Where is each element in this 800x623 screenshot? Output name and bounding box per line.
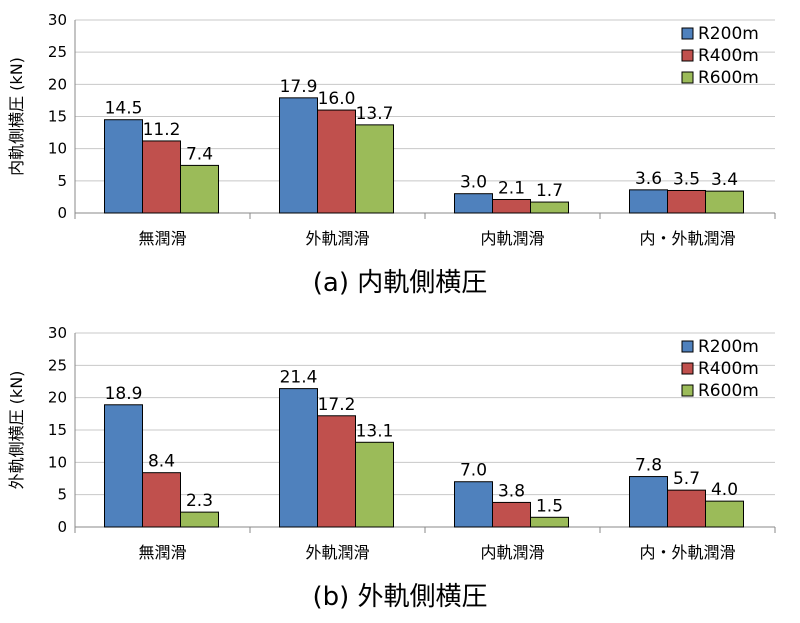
legend-swatch (681, 27, 694, 40)
data-label: 5.7 (673, 469, 700, 489)
data-label: 13.1 (356, 421, 394, 441)
legend-label: R400m (698, 359, 759, 379)
legend-label: R600m (698, 68, 759, 88)
bar (530, 201, 569, 214)
data-label: 17.2 (318, 395, 356, 415)
data-label: 2.3 (186, 491, 213, 511)
chart-a: 0 5 10 15 20 25 30 内軌側横圧 (kN) 14.511.27.4 無潤滑 17.9… (7, 11, 776, 248)
data-label: 1.5 (536, 496, 563, 516)
category-label: 外軌潤滑 (305, 229, 369, 248)
category-label: 内軌潤滑 (480, 543, 544, 562)
data-label: 16.0 (318, 89, 356, 109)
legend-label: R600m (698, 381, 759, 401)
data-label: 7.8 (635, 456, 662, 476)
bar (142, 140, 181, 214)
data-label: 14.5 (105, 99, 143, 119)
y-tick-label: 15 (48, 108, 67, 126)
legend-label: R200m (698, 337, 759, 357)
bar (530, 516, 569, 528)
bar (104, 119, 143, 214)
y-tick-label: 30 (48, 324, 67, 342)
data-label: 4.0 (711, 480, 738, 500)
bar (180, 511, 219, 528)
bar (705, 190, 744, 214)
bar (454, 481, 493, 528)
y-tick-label: 15 (48, 421, 67, 439)
data-label: 2.1 (498, 178, 525, 198)
legend-swatch (681, 384, 694, 397)
data-label: 7.4 (186, 144, 213, 164)
y-axis-label: 外軌側横圧 (kN) (7, 371, 26, 490)
data-label: 7.0 (460, 461, 487, 481)
y-tick-label: 10 (48, 453, 67, 471)
y-tick-label: 10 (48, 140, 67, 158)
bar (492, 501, 531, 528)
bar (629, 189, 668, 214)
data-label: 13.7 (356, 104, 394, 124)
bar (492, 198, 531, 214)
category-label: 内・外軌潤滑 (639, 229, 735, 248)
y-tick-label: 5 (57, 172, 67, 190)
legend-swatch (681, 71, 694, 84)
bar (454, 193, 493, 214)
chart-b-caption: (b) 外軌側横圧 (312, 582, 488, 612)
bar (279, 97, 318, 214)
y-tick-label: 20 (48, 389, 67, 407)
bar (279, 388, 318, 528)
legend-label: R200m (698, 24, 759, 44)
data-label: 3.4 (711, 170, 738, 190)
bar (667, 189, 706, 214)
bar (705, 500, 744, 528)
bar (667, 489, 706, 528)
y-tick-label: 20 (48, 75, 67, 93)
y-tick-label: 5 (57, 486, 67, 504)
chart-a-caption: (a) 内軌側横圧 (312, 268, 488, 298)
data-label: 3.8 (498, 481, 525, 501)
data-label: 17.9 (280, 77, 318, 97)
category-label: 無潤滑 (138, 229, 186, 248)
bar (629, 476, 668, 528)
data-label: 11.2 (143, 120, 181, 140)
data-label: 3.0 (460, 173, 487, 193)
y-tick-label: 30 (48, 11, 67, 29)
bar (355, 441, 394, 528)
bar (317, 109, 356, 214)
category-label: 内軌潤滑 (480, 229, 544, 248)
y-tick-label: 0 (57, 518, 67, 536)
category-label: 内・外軌潤滑 (639, 543, 735, 562)
y-axis-label: 内軌側横圧 (kN) (7, 57, 26, 176)
data-label: 3.5 (673, 169, 700, 189)
bar (355, 124, 394, 214)
data-label: 18.9 (105, 384, 143, 404)
y-tick-label: 25 (48, 356, 67, 374)
y-tick-label: 0 (57, 204, 67, 222)
data-label: 8.4 (148, 452, 175, 472)
bar (104, 404, 143, 528)
category-label: 外軌潤滑 (305, 543, 369, 562)
legend-swatch (681, 340, 694, 353)
bar (180, 164, 219, 214)
bar (317, 415, 356, 528)
category-label: 無潤滑 (138, 543, 186, 562)
legend-label: R400m (698, 46, 759, 66)
y-tick-label: 25 (48, 43, 67, 61)
bar (142, 472, 181, 528)
data-label: 3.6 (635, 169, 662, 189)
data-label: 1.7 (536, 181, 563, 201)
legend-swatch (681, 49, 694, 62)
legend-swatch (681, 362, 694, 375)
data-label: 21.4 (280, 368, 318, 388)
